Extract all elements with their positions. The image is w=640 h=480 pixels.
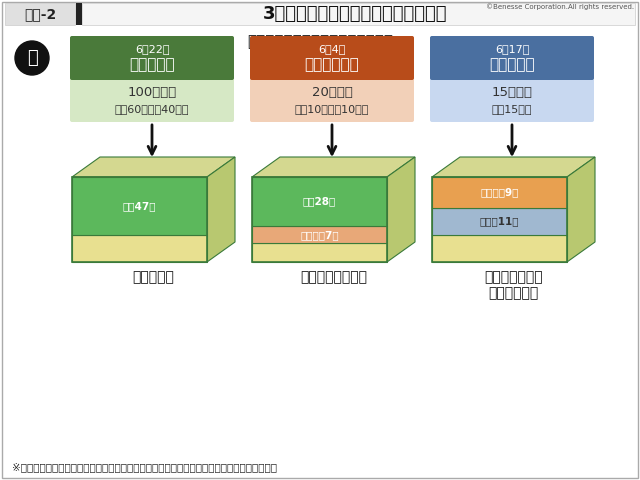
Text: レポート7点: レポート7点: [300, 230, 339, 240]
Text: （知60点・思40点）: （知60点・思40点）: [115, 104, 189, 114]
Text: 思考・判断・表現: 思考・判断・表現: [300, 270, 367, 284]
Text: ノート11点: ノート11点: [480, 216, 519, 226]
FancyBboxPatch shape: [430, 36, 594, 80]
FancyBboxPatch shape: [250, 36, 414, 122]
Polygon shape: [432, 177, 567, 208]
Text: 知識・技能: 知識・技能: [132, 270, 175, 284]
Polygon shape: [72, 177, 207, 235]
Circle shape: [15, 41, 49, 75]
Text: 資料-2: 資料-2: [24, 7, 56, 21]
Polygon shape: [252, 177, 387, 226]
Text: ※一例を示したものです。具体的な評価方法などは中学校・教科・先生によって異なります。: ※一例を示したものです。具体的な評価方法などは中学校・教科・先生によって異なりま…: [12, 462, 277, 472]
FancyBboxPatch shape: [430, 36, 594, 122]
Text: ノート提出: ノート提出: [489, 58, 535, 72]
FancyBboxPatch shape: [76, 3, 82, 25]
Polygon shape: [432, 157, 595, 177]
Text: 例: 例: [27, 49, 37, 67]
Text: 主体的に学習に
取り組む態度: 主体的に学習に 取り組む態度: [484, 270, 543, 300]
FancyBboxPatch shape: [250, 36, 414, 80]
FancyBboxPatch shape: [70, 36, 234, 122]
Text: 6月22日: 6月22日: [135, 44, 169, 54]
Polygon shape: [72, 235, 207, 262]
Text: 定期テスト: 定期テスト: [129, 58, 175, 72]
Polygon shape: [72, 157, 235, 177]
Text: ©Benesse Corporation.All rights reserved.: ©Benesse Corporation.All rights reserved…: [486, 3, 634, 10]
Polygon shape: [432, 235, 567, 262]
Polygon shape: [252, 157, 415, 177]
Text: 複数の観点に分解されることもある: 複数の観点に分解されることもある: [247, 35, 393, 49]
Polygon shape: [207, 157, 235, 262]
Text: 15点満点: 15点満点: [492, 85, 532, 98]
Text: 3つの箱に貯金をためていくイメージ: 3つの箱に貯金をためていくイメージ: [263, 5, 447, 23]
Polygon shape: [432, 208, 567, 235]
Text: 定テ28点: 定テ28点: [303, 197, 336, 207]
Text: 6月4日: 6月4日: [318, 44, 346, 54]
Text: 6月17日: 6月17日: [495, 44, 529, 54]
FancyBboxPatch shape: [5, 3, 75, 25]
Polygon shape: [252, 226, 387, 243]
Text: レポート提出: レポート提出: [305, 58, 360, 72]
Text: （思10点・主10点）: （思10点・主10点）: [295, 104, 369, 114]
FancyBboxPatch shape: [82, 3, 635, 25]
Text: 100点満点: 100点満点: [127, 85, 177, 98]
FancyBboxPatch shape: [70, 36, 234, 80]
Text: レポート9点: レポート9点: [480, 187, 518, 197]
Polygon shape: [567, 157, 595, 262]
Text: （主15点）: （主15点）: [492, 104, 532, 114]
Text: 20点満点: 20点満点: [312, 85, 353, 98]
Polygon shape: [387, 157, 415, 262]
Text: 定テ47点: 定テ47点: [123, 201, 156, 211]
Polygon shape: [252, 243, 387, 262]
